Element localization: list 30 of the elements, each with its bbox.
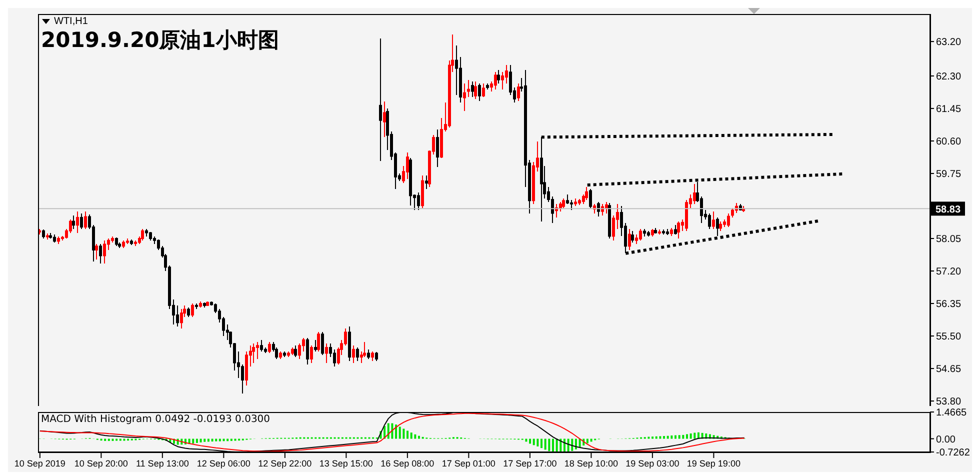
x-tick-label: 17 Sep 01:00 (442, 458, 496, 468)
x-tick-label: 10 Sep 20:00 (74, 458, 128, 468)
y-tick-label: 58.05 (936, 234, 962, 246)
y-tick-label: 54.65 (936, 364, 962, 376)
x-tick-label: 13 Sep 15:00 (319, 458, 373, 468)
y-tick-label: 63.20 (936, 37, 962, 48)
x-tick-label: 18 Sep 10:00 (564, 458, 618, 468)
x-tick-label: 16 Sep 08:00 (380, 458, 434, 468)
y-tick-label: 55.50 (936, 332, 962, 343)
x-tick-label: 11 Sep 13:00 (136, 458, 189, 468)
chart-subtitle: WTI,H1 (54, 16, 88, 27)
chart-title: MACD With Histogram 0.0492 -0.0193 0.0300 (41, 414, 270, 425)
y-tick-label: 53.80 (936, 396, 962, 408)
y-tick-label: 56.35 (936, 299, 962, 310)
x-tick-label: 12 Sep 22:00 (258, 458, 312, 468)
y-tick-label: 1.4665 (936, 408, 968, 419)
y-tick-label: 0.00 (936, 434, 956, 446)
y-tick-label: 61.45 (936, 104, 962, 116)
y-tick-label: -0.7262 (936, 448, 970, 459)
y-tick-label: 62.30 (936, 72, 962, 83)
y-tick-label: 60.60 (936, 136, 962, 148)
text: 2019.9.20原油1小时图 (41, 27, 279, 54)
y-tick-label: 59.75 (936, 169, 962, 180)
x-tick-label: 17 Sep 17:00 (503, 458, 557, 468)
x-tick-label: 10 Sep 2019 (14, 458, 66, 468)
ref-line-label: 58.83 (935, 204, 961, 216)
x-tick-label: 12 Sep 06:00 (196, 458, 250, 468)
x-tick-label: 19 Sep 19:00 (686, 458, 740, 468)
x-tick-label: 19 Sep 03:00 (626, 458, 680, 468)
y-tick-label: 57.20 (936, 266, 962, 278)
